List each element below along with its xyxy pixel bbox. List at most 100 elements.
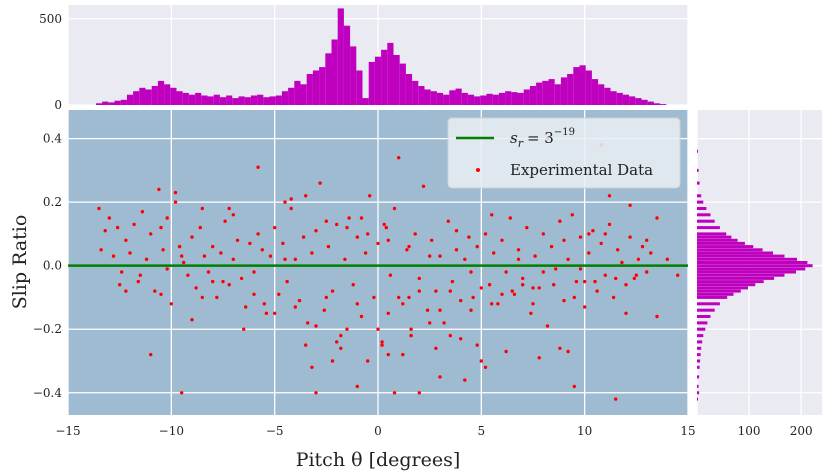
data-point <box>469 308 473 312</box>
data-point <box>459 337 463 341</box>
data-point <box>446 219 450 223</box>
top-histogram-bar <box>430 91 437 105</box>
data-point <box>521 283 525 287</box>
data-point <box>388 273 393 277</box>
data-point <box>306 321 310 325</box>
data-point <box>281 241 285 246</box>
data-point <box>173 200 178 204</box>
top-histogram-bar <box>604 87 611 105</box>
right-histogram-bar <box>697 340 703 344</box>
data-point <box>562 298 566 303</box>
top-histogram-bar <box>405 74 413 105</box>
data-point <box>572 295 576 300</box>
legend-data-swatch <box>476 168 480 172</box>
data-point <box>554 267 558 271</box>
data-point <box>607 194 612 198</box>
data-point <box>620 260 624 265</box>
data-point <box>624 311 628 315</box>
right-histogram-bar <box>697 226 720 230</box>
data-point <box>115 225 120 230</box>
data-point <box>219 251 223 255</box>
data-point <box>487 283 492 287</box>
top-histogram-bar <box>182 92 189 105</box>
data-point <box>578 235 583 239</box>
data-point <box>496 302 500 306</box>
data-point <box>215 295 219 300</box>
top-histogram-bar <box>374 56 382 105</box>
top-histogram-bar <box>139 87 146 105</box>
top-histogram-bar <box>275 95 282 105</box>
data-point <box>392 206 397 211</box>
data-point <box>144 257 149 261</box>
data-point <box>479 286 483 290</box>
top-histogram-bar <box>480 95 487 105</box>
data-point <box>645 238 649 242</box>
x-axis-label: Pitch θ [degrees] <box>296 449 461 471</box>
data-point <box>434 289 438 293</box>
data-point <box>386 311 390 315</box>
top-histogram-bar <box>263 97 270 105</box>
data-point <box>587 232 591 236</box>
right-histogram-bar <box>697 213 711 217</box>
data-point <box>202 254 207 258</box>
data-point <box>324 295 328 300</box>
data-point <box>363 251 368 255</box>
top-histogram-bar <box>467 94 475 105</box>
data-point <box>330 289 335 293</box>
data-point <box>273 225 277 230</box>
top-histogram-bar <box>331 39 338 105</box>
data-point <box>558 346 562 350</box>
data-point <box>153 289 157 293</box>
data-point <box>459 298 463 303</box>
data-point <box>572 384 576 389</box>
data-point <box>194 286 198 290</box>
data-point <box>173 190 178 195</box>
data-point <box>157 187 161 192</box>
data-point <box>645 270 649 274</box>
data-point <box>347 216 351 220</box>
x-tick-label: 10 <box>577 424 592 438</box>
data-point <box>676 273 680 277</box>
legend: sr = 3−19 Experimental Data <box>447 117 681 189</box>
data-point <box>603 232 607 236</box>
data-point <box>492 251 496 255</box>
right-histogram-bar <box>697 353 701 357</box>
right-histogram-bar <box>697 235 732 239</box>
data-point <box>380 340 384 344</box>
top-histogram-bar <box>399 63 406 105</box>
data-point <box>483 365 488 369</box>
right-histogram-bar <box>697 207 707 210</box>
data-point <box>578 267 583 271</box>
data-point <box>326 244 331 249</box>
data-point <box>177 244 182 249</box>
top-histogram-bar <box>505 91 512 105</box>
right-histogram-bar <box>697 391 700 395</box>
data-point <box>500 292 504 296</box>
y-tick-label: 0.2 <box>43 195 62 209</box>
data-point <box>182 260 186 265</box>
data-point <box>180 391 184 395</box>
top-histogram-bar <box>232 98 239 105</box>
top-histogram-bar <box>517 92 524 105</box>
x-tick-label: −5 <box>266 424 284 438</box>
top-histogram-bar <box>306 74 313 105</box>
y-tick-label: −0.2 <box>33 322 62 336</box>
data-point <box>624 283 628 287</box>
top-histogram-bar <box>529 86 537 105</box>
data-point <box>198 225 202 230</box>
data-point <box>165 216 169 220</box>
data-point <box>343 257 347 261</box>
right-histogram-bar <box>697 232 727 236</box>
data-point <box>409 333 413 338</box>
data-point <box>107 216 112 220</box>
right-histogram-bar <box>697 302 720 306</box>
top-histogram-bar <box>108 102 115 105</box>
top-histogram-bar <box>95 103 103 105</box>
data-point <box>304 194 308 198</box>
right-x-tick-label: 100 <box>738 424 761 438</box>
data-point <box>599 241 603 246</box>
data-point <box>339 346 343 350</box>
data-point <box>463 257 467 261</box>
data-point <box>541 232 545 236</box>
data-point <box>190 235 194 239</box>
